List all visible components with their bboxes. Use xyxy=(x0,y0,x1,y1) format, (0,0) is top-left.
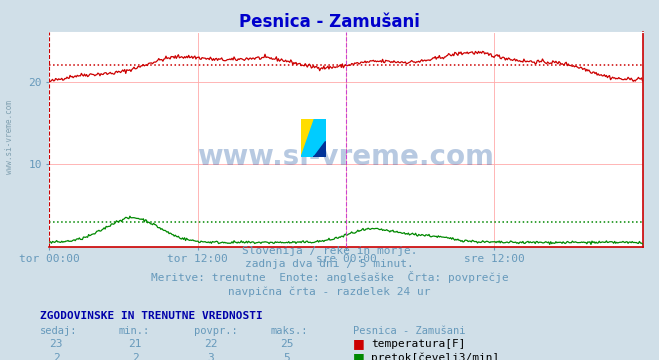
Text: ■: ■ xyxy=(353,351,364,360)
Text: min.:: min.: xyxy=(119,326,150,336)
Polygon shape xyxy=(313,141,326,157)
Text: maks.:: maks.: xyxy=(270,326,308,336)
Polygon shape xyxy=(301,119,326,155)
Text: zadnja dva dni / 5 minut.: zadnja dva dni / 5 minut. xyxy=(245,260,414,270)
Text: Pesnica - Zamušani: Pesnica - Zamušani xyxy=(353,326,465,336)
Text: 25: 25 xyxy=(280,339,293,350)
Text: ■: ■ xyxy=(353,337,364,350)
Text: 2: 2 xyxy=(53,353,59,360)
Text: ZGODOVINSKE IN TRENUTNE VREDNOSTI: ZGODOVINSKE IN TRENUTNE VREDNOSTI xyxy=(40,311,262,321)
Text: 21: 21 xyxy=(129,339,142,350)
Polygon shape xyxy=(313,119,326,141)
Text: pretok[čevelj3/min]: pretok[čevelj3/min] xyxy=(371,352,500,360)
Text: navpična črta - razdelek 24 ur: navpična črta - razdelek 24 ur xyxy=(228,286,431,297)
Polygon shape xyxy=(301,119,326,157)
Text: Pesnica - Zamušani: Pesnica - Zamušani xyxy=(239,13,420,31)
Polygon shape xyxy=(301,119,326,157)
Text: www.si-vreme.com: www.si-vreme.com xyxy=(5,100,14,174)
Text: 2: 2 xyxy=(132,353,138,360)
Text: povpr.:: povpr.: xyxy=(194,326,238,336)
Text: 5: 5 xyxy=(283,353,290,360)
Text: 23: 23 xyxy=(49,339,63,350)
Text: temperatura[F]: temperatura[F] xyxy=(371,339,465,350)
Text: Meritve: trenutne  Enote: anglešaške  Črta: povprečje: Meritve: trenutne Enote: anglešaške Črta… xyxy=(151,271,508,283)
Text: www.si-vreme.com: www.si-vreme.com xyxy=(198,143,494,171)
Text: 3: 3 xyxy=(208,353,214,360)
Text: Slovenija / reke in morje.: Slovenija / reke in morje. xyxy=(242,246,417,256)
Text: sedaj:: sedaj: xyxy=(40,326,77,336)
Text: 22: 22 xyxy=(204,339,217,350)
Polygon shape xyxy=(301,119,313,155)
